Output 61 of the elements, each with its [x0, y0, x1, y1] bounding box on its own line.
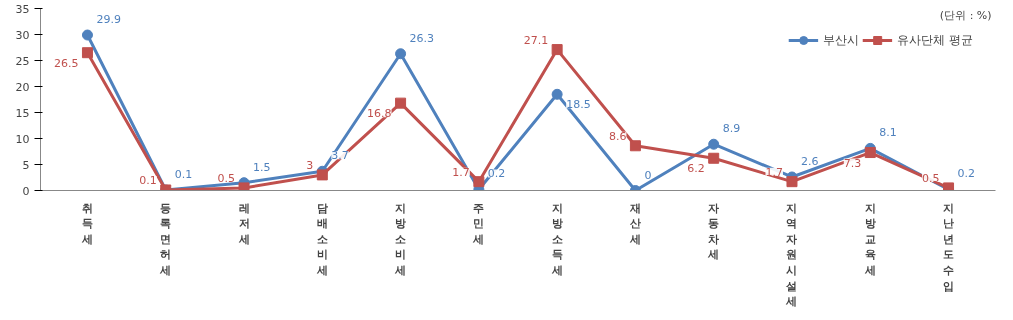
point [395, 97, 407, 109]
x-tick-label: 주민세 [472, 201, 485, 246]
x-tick-label: 등록면허세 [159, 201, 172, 277]
y-tick-label: 30 [15, 28, 30, 42]
point [395, 48, 407, 60]
data-label: 7.3 [843, 156, 862, 170]
point [708, 152, 720, 164]
data-label: 16.8 [367, 107, 392, 121]
point [629, 140, 641, 152]
point [551, 88, 563, 100]
x-tick-label: 지난년도수입 [942, 201, 955, 293]
legend-label: 유사단체 평균 [897, 31, 973, 49]
point [238, 182, 250, 191]
data-label: 1.7 [452, 165, 470, 179]
data-label: 26.5 [53, 56, 79, 70]
y-tick-label: 20 [15, 80, 30, 94]
x-tick-label: 레저세 [237, 201, 250, 246]
data-label: 6.2 [687, 162, 705, 176]
x-tick-label: 지역자원시설세 [785, 201, 798, 309]
point [316, 169, 328, 181]
data-label: 0.2 [957, 167, 976, 181]
x-tick-label: 지방소득세 [550, 201, 563, 277]
data-label: 18.5 [566, 98, 591, 112]
y-tick-label: 5 [22, 158, 30, 172]
data-label: 0.1 [139, 173, 157, 187]
data-label: 0.5 [922, 171, 940, 185]
annotation: (단위 : %) [939, 8, 992, 22]
data-label: 0 [644, 168, 652, 182]
y-tick-label: 25 [15, 54, 30, 68]
data-label: 27.1 [523, 33, 549, 47]
data-label: 2.6 [800, 154, 819, 168]
x-tick-label: 재산세 [628, 201, 641, 246]
point [81, 29, 93, 41]
data-label: 3.7 [331, 149, 349, 163]
x-tick-label: 지방소비세 [394, 201, 407, 277]
data-label: 29.9 [96, 13, 121, 27]
y-tick-label: 10 [15, 132, 30, 146]
y-tick-label: 35 [15, 2, 30, 16]
data-label: 8.1 [879, 126, 897, 140]
x-tick-label: 취득세 [80, 201, 93, 246]
point [473, 176, 485, 188]
data-label: 1.5 [253, 160, 271, 174]
point [864, 147, 876, 159]
data-label: 1.7 [765, 165, 783, 179]
legend-label: 부산시 [823, 31, 860, 49]
point [708, 138, 720, 150]
point [551, 44, 563, 56]
x-tick-label: 담배소비세 [315, 201, 328, 277]
data-label: 0.2 [487, 167, 506, 181]
data-label: 8.9 [722, 122, 741, 136]
point [786, 176, 798, 188]
y-tick-label: 15 [15, 106, 30, 120]
data-label: 3 [306, 158, 314, 172]
x-tick-label: 자동차세 [707, 201, 720, 262]
data-label: 26.3 [409, 31, 435, 45]
data-label: 8.6 [608, 129, 627, 143]
data-label: 0.1 [174, 167, 193, 181]
data-label: 0.5 [217, 171, 236, 185]
x-tick-label: 지방교육세 [863, 201, 876, 277]
point [81, 47, 93, 59]
y-tick-label: 0 [22, 184, 30, 198]
